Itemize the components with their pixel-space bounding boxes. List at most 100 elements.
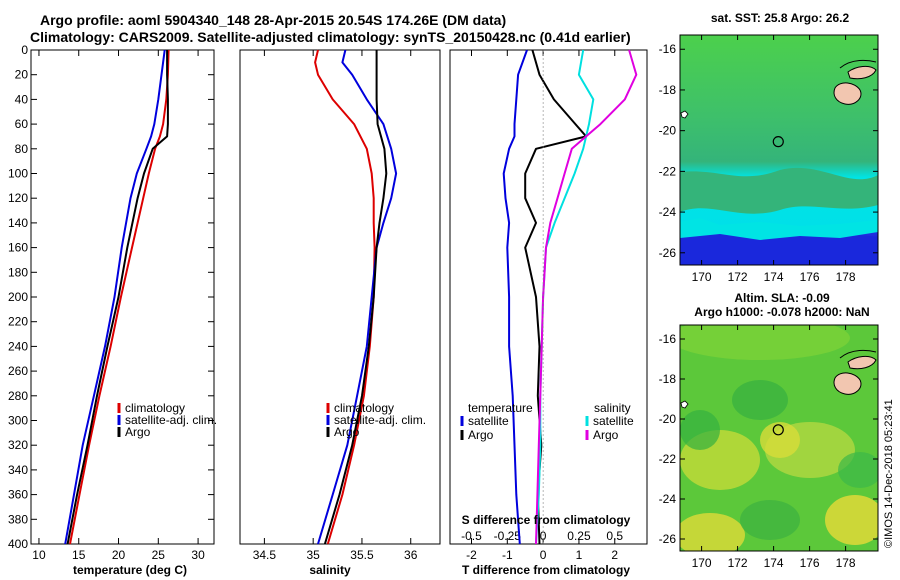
- x-tick-label: 35: [306, 548, 320, 562]
- s-diff-tick-label: 0.5: [606, 529, 623, 543]
- depth-tick-label: 80: [15, 142, 29, 156]
- series-line-temperature-satellite: [502, 49, 528, 545]
- legend-label: satellite-adj. clim.: [334, 413, 426, 427]
- legend-label: climatology: [334, 401, 394, 415]
- temperature-lines: [64, 49, 170, 545]
- temperature-panel: 0204060801001201401601802002202402602803…: [8, 43, 647, 577]
- depth-tick-label: 20: [15, 68, 29, 82]
- depth-tick-label: 280: [8, 389, 28, 403]
- map-x-tick-label: 170: [692, 270, 712, 284]
- depth-tick-label: 360: [8, 488, 28, 502]
- map-y-tick-label: -26: [659, 246, 677, 260]
- map-y-tick-label: -16: [659, 42, 677, 56]
- map-y-tick-label: -18: [659, 83, 677, 97]
- sst-cold-band: [680, 226, 878, 265]
- x-tick-label: 36: [404, 548, 418, 562]
- x-tick-label: -2: [466, 548, 477, 562]
- sla-blob: [825, 495, 878, 545]
- map-y-tick-label: -22: [659, 452, 677, 466]
- sst-vanua-levu-island: [847, 65, 877, 80]
- sst-cyan-band: [680, 218, 878, 240]
- sla-blob: [680, 513, 745, 551]
- sla-profile-marker: [772, 424, 784, 436]
- series-line-argo: [66, 50, 169, 545]
- map-y-tick-label: -24: [659, 205, 677, 219]
- map-x-tick-label: 170: [692, 556, 712, 570]
- sla-blob: [760, 422, 800, 458]
- legend-label: Argo: [125, 425, 151, 439]
- depth-tick-label: 340: [8, 463, 28, 477]
- map-y-tick-label: -20: [659, 412, 677, 426]
- credit-text: ©IMOS 14-Dec-2018 05:23:41: [883, 399, 895, 548]
- legend-label: satellite: [593, 414, 634, 428]
- map-x-tick-label: 178: [836, 556, 856, 570]
- series-line-argo: [323, 50, 388, 545]
- difference-legend: temperature salinitysatelliteArgosatellit…: [460, 401, 634, 442]
- depth-tick-label: 60: [15, 117, 29, 131]
- sst-map-axes: 170 172 174 176 178 -16 -18 -20 -22 -24 -26: [659, 35, 878, 284]
- depth-tick-label: 0: [21, 43, 28, 57]
- depth-tick-label: 40: [15, 92, 29, 106]
- x-tick-label: 20: [112, 548, 126, 562]
- depth-tick-label: 180: [8, 265, 28, 279]
- series-line-climatology: [314, 49, 376, 545]
- depth-tick-label: 140: [8, 216, 28, 230]
- map-x-tick-label: 178: [836, 270, 856, 284]
- x-tick-label: 2: [611, 548, 618, 562]
- map-x-tick-label: 172: [728, 270, 748, 284]
- map-x-tick-label: 176: [800, 556, 820, 570]
- depth-tick-label: 380: [8, 512, 28, 526]
- map-y-tick-label: -22: [659, 164, 677, 178]
- sst-profile-marker: [772, 136, 784, 148]
- salinity-panel: 34.5 35 35.5 36 salinity climatologysatelli…: [239, 49, 441, 577]
- title-line-2: Climatology: CARS2009. Satellite-adjuste…: [30, 29, 631, 45]
- legend-heading-salinity: salinity: [594, 401, 631, 415]
- x-tick-label: 1: [576, 548, 583, 562]
- sla-vanua-levu-island: [847, 355, 877, 370]
- sla-map-title-1: Altim. SLA: -0.09: [734, 291, 830, 305]
- sst-map: sat. SST: 25.8 Argo: 26.2 170 172 174 176 17…: [659, 11, 879, 284]
- temperature-x-axis: 10 15 20 25 30: [32, 50, 205, 562]
- series-line-satellite-adj-clim-: [64, 49, 166, 545]
- difference-panel: -2 -1 0 1 2 -0.5 -0.25 0 0.25 0.5 T difference f…: [449, 49, 648, 577]
- temperature-xlabel: temperature (deg C): [73, 563, 187, 577]
- x-tick-label: 30: [191, 548, 205, 562]
- depth-tick-label: 120: [8, 191, 28, 205]
- sla-blob: [740, 500, 800, 540]
- series-line-salinity-argo: [535, 49, 638, 545]
- salinity-axes-frame: [239, 49, 441, 545]
- depth-tick-label: 300: [8, 414, 28, 428]
- x-tick-label: 35.5: [350, 548, 374, 562]
- legend-heading-temperature: temperature: [468, 401, 533, 415]
- depth-tick-label: 100: [8, 167, 28, 181]
- depth-tick-label: 260: [8, 364, 28, 378]
- title-line-1: Argo profile: aoml 5904340_148 28-Apr-20…: [40, 12, 507, 28]
- legend-label: climatology: [125, 401, 185, 415]
- sst-mid-band: [680, 167, 878, 214]
- difference-lines: [502, 49, 638, 545]
- salinity-x-axis: 34.5 35 35.5 36: [253, 50, 418, 562]
- depth-tick-label: 240: [8, 339, 28, 353]
- legend-label: Argo: [334, 425, 360, 439]
- map-x-tick-label: 174: [764, 556, 784, 570]
- sst-map-frame: [679, 34, 879, 266]
- sst-fiji-island: [833, 82, 862, 105]
- temperature-axes-frame: [30, 49, 215, 545]
- legend-label: Argo: [468, 428, 494, 442]
- sla-map-axes: 170 172 174 176 178 -16 -18 -20 -22 -24 -26: [659, 325, 878, 570]
- x-tick-label: 0: [540, 548, 547, 562]
- legend-label: satellite-adj. clim.: [125, 413, 217, 427]
- x-tick-label: 34.5: [253, 548, 277, 562]
- depth-tick-label: 220: [8, 315, 28, 329]
- s-diff-tick-label: 0.25: [567, 529, 591, 543]
- s-diff-tick-label: -0.25: [494, 529, 522, 543]
- x-tick-label: -1: [502, 548, 513, 562]
- legend-label: Argo: [593, 428, 619, 442]
- map-x-tick-label: 176: [800, 270, 820, 284]
- map-y-tick-label: -18: [659, 372, 677, 386]
- map-y-tick-label: -16: [659, 332, 677, 346]
- sla-blob: [680, 325, 850, 360]
